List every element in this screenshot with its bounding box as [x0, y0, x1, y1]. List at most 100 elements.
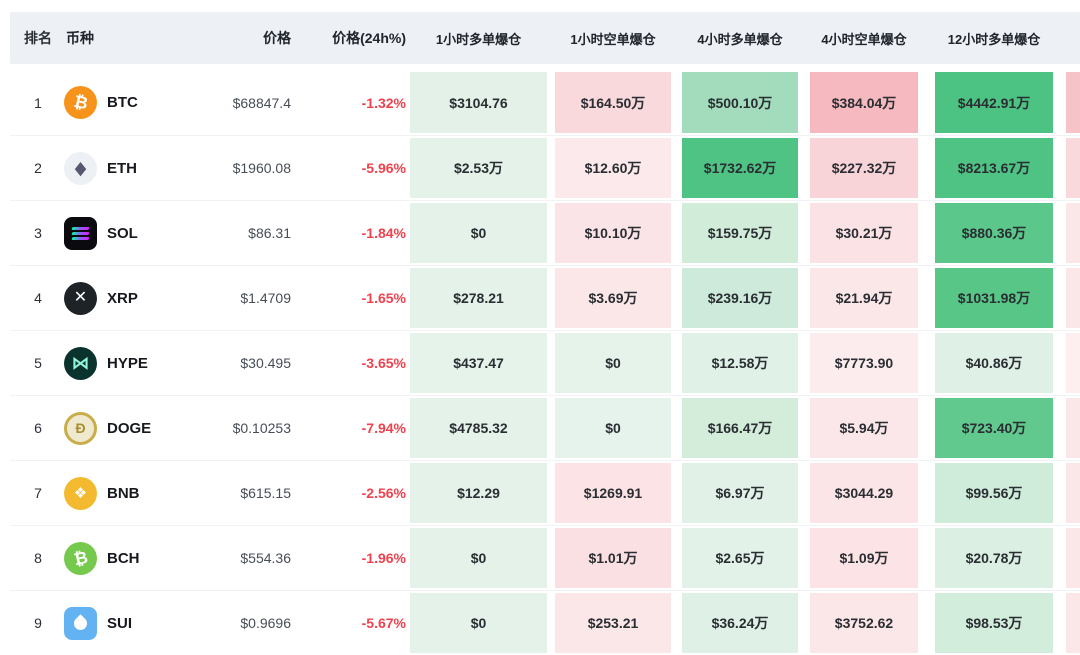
liq-12h-short-cutoff-cell	[1066, 72, 1080, 133]
coin-symbol: SUI	[107, 614, 133, 632]
liq-4h-short-cell: $1.09万	[810, 528, 918, 588]
table-row[interactable]: 9 SUI $0.9696 -5.67% $0 $253.21 $36.24万 …	[10, 590, 1080, 655]
liq-1h-short-cell: $1.01万	[555, 528, 671, 588]
rank-cell: 1	[34, 94, 42, 111]
liq-1h-long-cell: $4785.32	[410, 398, 547, 458]
price-cell: $1960.08	[232, 160, 291, 176]
header-price[interactable]: 价格	[263, 30, 291, 46]
table-row[interactable]: 2 ◆ ETH $1960.08 -5.96% $2.53万 $12.60万 $…	[10, 135, 1080, 200]
header-4h-short-liq[interactable]: 4小时空单爆仓	[821, 31, 907, 47]
price-cell: $1.4709	[240, 290, 291, 306]
liq-4h-long-cell: $36.24万	[682, 593, 798, 653]
coin-cell[interactable]: ⋈ HYPE	[60, 331, 205, 395]
rank-cell: 4	[34, 290, 42, 306]
header-4h-long-liq[interactable]: 4小时多单爆仓	[697, 31, 783, 47]
liq-1h-long-cell: $0	[410, 203, 547, 263]
liq-4h-short-cell: $5.94万	[810, 398, 918, 458]
coin-cell[interactable]: ◆ ETH	[60, 136, 205, 200]
liq-4h-short-cell: $227.32万	[810, 138, 918, 198]
liq-1h-short-cell: $253.21	[555, 593, 671, 653]
rank-cell: 2	[34, 160, 42, 176]
liq-12h-short-cutoff-cell	[1066, 268, 1080, 328]
change-24h-cell: -1.32%	[361, 94, 406, 111]
liq-12h-short-cutoff-cell	[1066, 398, 1080, 458]
liq-4h-long-cell: $6.97万	[682, 463, 798, 523]
price-cell: $30.495	[240, 355, 291, 371]
change-24h-cell: -7.94%	[361, 420, 406, 436]
liq-12h-long-cell: $723.40万	[935, 398, 1053, 458]
table-row[interactable]: 3 SOL $86.31 -1.84% $0 $10.10万 $159.75万 …	[10, 200, 1080, 265]
table-row[interactable]: 6 Ð DOGE $0.10253 -7.94% $4785.32 $0 $16…	[10, 395, 1080, 460]
xrp-icon: ✕	[64, 281, 97, 315]
rank-cell: 7	[34, 485, 42, 501]
header-change-24h[interactable]: 价格(24h%)	[332, 30, 406, 46]
rank-cell: 3	[34, 225, 42, 241]
change-24h-cell: -1.96%	[361, 550, 406, 566]
coin-cell[interactable]: Ð DOGE	[60, 396, 205, 460]
header-coin[interactable]: 币种	[66, 30, 94, 46]
liq-1h-short-cell: $3.69万	[555, 268, 671, 328]
coin-symbol: HYPE	[107, 354, 148, 372]
table-row[interactable]: 7 ❖ BNB $615.15 -2.56% $12.29 $1269.91 $…	[10, 460, 1080, 525]
liq-4h-long-cell: $2.65万	[682, 528, 798, 588]
price-cell: $615.15	[240, 485, 291, 501]
liq-1h-long-cell: $3104.76	[410, 72, 547, 133]
liq-12h-long-cell: $20.78万	[935, 528, 1053, 588]
liq-1h-long-cell: $2.53万	[410, 138, 547, 198]
table-row[interactable]: 8 ₿ BCH $554.36 -1.96% $0 $1.01万 $2.65万 …	[10, 525, 1080, 590]
coin-cell[interactable]: ✕ XRP	[60, 266, 205, 330]
liq-4h-short-cell: $30.21万	[810, 203, 918, 263]
liq-4h-long-cell: $239.16万	[682, 268, 798, 328]
header-12h-long-liq[interactable]: 12小时多单爆仓	[947, 31, 1041, 47]
change-24h-cell: -5.67%	[361, 615, 406, 631]
table-body: 1 ₿ BTC $68847.4 -1.32% $3104.76 $164.50…	[10, 70, 1080, 655]
coin-symbol: ETH	[107, 159, 137, 177]
liq-4h-long-cell: $159.75万	[682, 203, 798, 263]
liq-4h-short-cell: $3044.29	[810, 463, 918, 523]
coin-symbol: XRP	[107, 289, 138, 307]
liq-1h-short-cell: $10.10万	[555, 203, 671, 263]
bnb-icon: ❖	[64, 476, 97, 510]
rank-cell: 5	[34, 355, 42, 371]
liq-4h-short-cell: $384.04万	[810, 72, 918, 133]
coin-symbol: BNB	[107, 484, 140, 502]
price-cell: $0.9696	[240, 615, 291, 631]
change-24h-cell: -2.56%	[361, 485, 406, 501]
liq-4h-long-cell: $12.58万	[682, 333, 798, 393]
liq-12h-short-cutoff-cell	[1066, 528, 1080, 588]
liq-4h-long-cell: $166.47万	[682, 398, 798, 458]
liq-12h-long-cell: $880.36万	[935, 203, 1053, 263]
liq-1h-long-cell: $278.21	[410, 268, 547, 328]
coin-cell[interactable]: SOL	[60, 201, 205, 265]
price-cell: $554.36	[240, 550, 291, 566]
coin-cell[interactable]: ❖ BNB	[60, 461, 205, 525]
liq-12h-long-cell: $8213.67万	[935, 138, 1053, 198]
liquidation-heatmap-table: 排名 币种 价格 价格(24h%) 1小时多单爆仓 1小时空单爆仓 4小时多单爆…	[10, 12, 1080, 655]
rank-cell: 6	[34, 420, 42, 436]
table-row[interactable]: 1 ₿ BTC $68847.4 -1.32% $3104.76 $164.50…	[10, 70, 1080, 135]
bch-icon: ₿	[64, 541, 97, 575]
price-cell: $0.10253	[232, 420, 291, 436]
table-row[interactable]: 5 ⋈ HYPE $30.495 -3.65% $437.47 $0 $12.5…	[10, 330, 1080, 395]
liq-4h-short-cell: $7773.90	[810, 333, 918, 393]
liq-12h-short-cutoff-cell	[1066, 463, 1080, 523]
liq-1h-short-cell: $164.50万	[555, 72, 671, 133]
header-1h-short-liq[interactable]: 1小时空单爆仓	[570, 31, 656, 47]
coin-cell[interactable]: SUI	[60, 591, 205, 655]
liq-1h-long-cell: $0	[410, 593, 547, 653]
sol-icon	[64, 216, 97, 250]
header-rank[interactable]: 排名	[24, 30, 52, 46]
liq-12h-short-cutoff-cell	[1066, 138, 1080, 198]
table-row[interactable]: 4 ✕ XRP $1.4709 -1.65% $278.21 $3.69万 $2…	[10, 265, 1080, 330]
header-1h-long-liq[interactable]: 1小时多单爆仓	[435, 31, 522, 47]
liq-12h-long-cell: $98.53万	[935, 593, 1053, 653]
hype-icon: ⋈	[64, 346, 97, 380]
coin-cell[interactable]: ₿ BTC	[60, 70, 205, 135]
coin-symbol: DOGE	[107, 419, 152, 437]
coin-cell[interactable]: ₿ BCH	[60, 526, 205, 590]
liq-1h-short-cell: $0	[555, 333, 671, 393]
liq-12h-long-cell: $99.56万	[935, 463, 1053, 523]
eth-icon: ◆	[64, 151, 97, 185]
liq-12h-long-cell: $1031.98万	[935, 268, 1053, 328]
change-24h-cell: -3.65%	[361, 355, 406, 371]
